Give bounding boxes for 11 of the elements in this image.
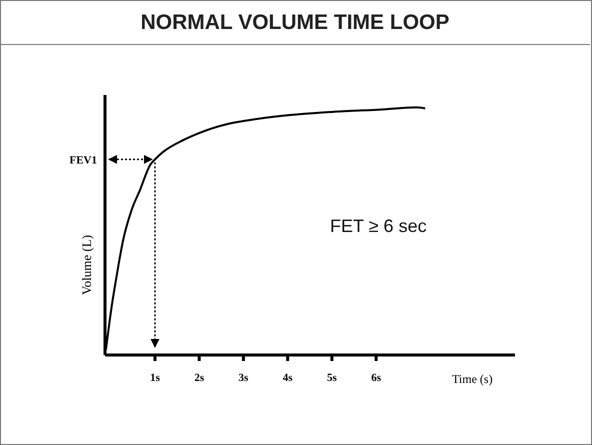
x-tick-label: 3s xyxy=(238,372,250,384)
x-tick-label: 1s xyxy=(150,372,161,384)
x-tick-label: 6s xyxy=(371,372,382,384)
x-axis-title: Time (s) xyxy=(452,372,493,387)
x-tick-label: 4s xyxy=(282,372,294,384)
chart-title: NORMAL VOLUME TIME LOOP xyxy=(0,0,590,45)
x-tick-label: 5s xyxy=(327,372,338,384)
annotation: FET ≥ 6 sec xyxy=(330,216,427,237)
y-axis-title: Volume (L) xyxy=(79,234,95,296)
ref-line-label: FEV1 xyxy=(70,154,97,166)
x-tick-label: 2s xyxy=(194,372,205,384)
